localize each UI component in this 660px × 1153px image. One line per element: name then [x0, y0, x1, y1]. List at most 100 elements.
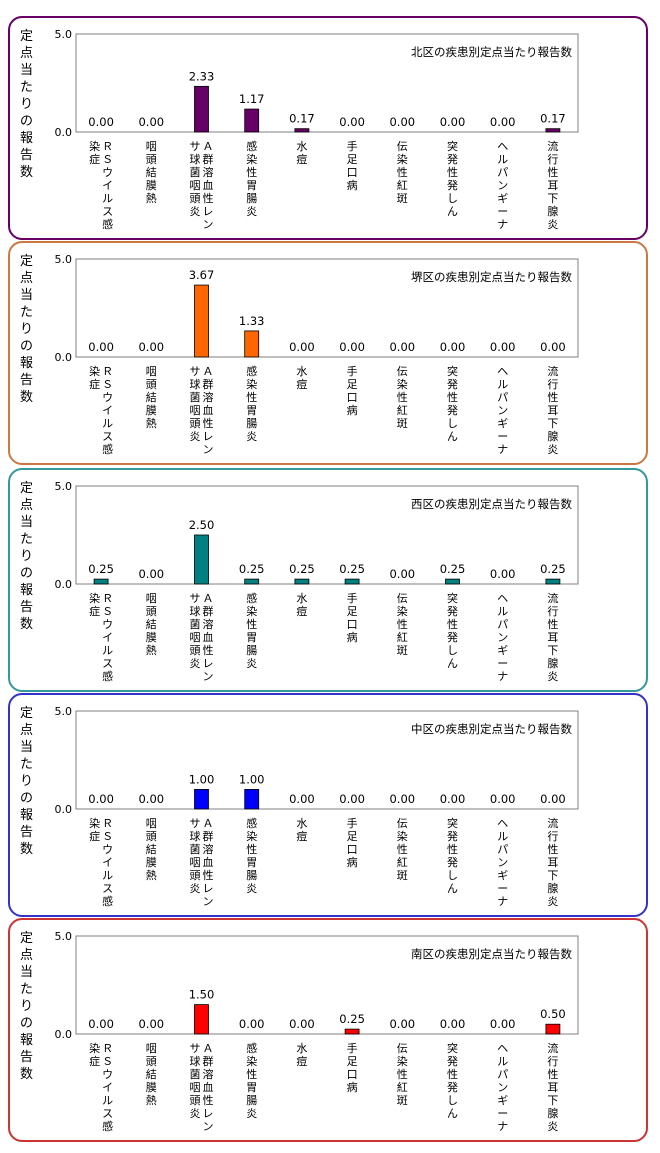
svg-text:の: の — [20, 1016, 33, 1031]
data-label: 0.00 — [440, 1017, 466, 1031]
svg-text:し: し — [447, 644, 458, 657]
svg-text:数: 数 — [20, 842, 33, 857]
svg-text:イ: イ — [102, 631, 113, 644]
svg-text:下: 下 — [547, 644, 558, 657]
svg-text:性: 性 — [447, 617, 458, 631]
svg-text:突: 突 — [447, 591, 458, 605]
bar — [244, 108, 260, 133]
svg-text:紅: 紅 — [397, 856, 408, 869]
y-tick-label: 0.0 — [55, 126, 73, 139]
svg-text:告: 告 — [20, 373, 33, 388]
svg-text:膜: 膜 — [146, 631, 157, 644]
svg-text:し: し — [447, 417, 458, 430]
svg-text:定: 定 — [20, 29, 33, 44]
svg-text:の: の — [20, 566, 33, 581]
svg-text:ン: ン — [203, 670, 214, 683]
svg-text:イ: イ — [102, 404, 113, 417]
svg-text:性: 性 — [447, 842, 458, 856]
svg-text:Ａ: Ａ — [203, 817, 214, 830]
svg-text:性: 性 — [203, 416, 214, 430]
y-tick-label: 0.0 — [55, 351, 73, 364]
bar — [294, 128, 310, 133]
data-label: 3.67 — [189, 268, 215, 282]
svg-text:水: 水 — [296, 592, 307, 605]
svg-text:感: 感 — [102, 670, 113, 683]
svg-text:溶: 溶 — [203, 390, 214, 404]
svg-text:ス: ス — [102, 657, 113, 670]
svg-text:炎: 炎 — [547, 1120, 558, 1133]
svg-text:感: 感 — [246, 365, 257, 378]
bar — [244, 330, 260, 358]
data-label: 0.00 — [389, 340, 415, 354]
svg-text:報: 報 — [20, 356, 33, 371]
svg-text:ー: ー — [497, 882, 508, 895]
svg-text:サ: サ — [190, 817, 201, 830]
svg-text:球: 球 — [190, 152, 201, 166]
svg-text:炎: 炎 — [190, 1107, 201, 1120]
data-label: 0.00 — [138, 340, 164, 354]
svg-text:ウ: ウ — [102, 1068, 113, 1081]
svg-text:突: 突 — [447, 816, 458, 830]
svg-text:性: 性 — [547, 165, 558, 179]
data-label: 0.00 — [540, 792, 566, 806]
svg-text:結: 結 — [146, 617, 157, 631]
svg-text:群: 群 — [203, 829, 214, 843]
svg-text:感: 感 — [246, 140, 257, 153]
svg-text:手: 手 — [347, 1041, 358, 1055]
data-label: 0.00 — [289, 340, 315, 354]
svg-text:ヘ: ヘ — [497, 817, 508, 830]
svg-text:レ: レ — [203, 1107, 214, 1120]
svg-text:頭: 頭 — [146, 830, 157, 843]
data-label: 0.00 — [88, 340, 114, 354]
svg-text:染: 染 — [246, 829, 257, 843]
bar — [93, 578, 109, 585]
svg-text:熱: 熱 — [146, 1094, 157, 1107]
svg-text:炎: 炎 — [246, 657, 257, 670]
svg-text:腺: 腺 — [547, 429, 558, 443]
plot-area — [75, 935, 579, 1035]
svg-text:膜: 膜 — [146, 179, 157, 192]
svg-text:定: 定 — [20, 706, 33, 721]
svg-text:ヘ: ヘ — [497, 592, 508, 605]
svg-text:炎: 炎 — [246, 882, 257, 895]
y-tick-label: 5.0 — [55, 253, 73, 266]
bar — [194, 1004, 209, 1035]
bar — [244, 578, 260, 585]
svg-text:胃: 胃 — [246, 1081, 257, 1094]
svg-text:告: 告 — [20, 825, 33, 840]
svg-text:結: 結 — [146, 165, 157, 179]
svg-text:Ｒ: Ｒ — [102, 817, 113, 830]
svg-text:腺: 腺 — [547, 881, 558, 895]
svg-text:ル: ル — [102, 417, 113, 430]
data-label: 0.25 — [339, 1012, 365, 1026]
chart-panel: 0.0 5.0 定点当たりの報告数西区の疾患別定点当たり報告数 0.25 Ｒ Ｓ ウイルス感… — [8, 468, 648, 692]
data-label: 0.25 — [440, 562, 466, 576]
svg-text:紅: 紅 — [397, 631, 408, 644]
data-label: 0.00 — [490, 340, 516, 354]
svg-text:痘: 痘 — [296, 377, 307, 391]
svg-text:手: 手 — [347, 139, 358, 153]
svg-text:の: の — [20, 791, 33, 806]
svg-text:炎: 炎 — [190, 205, 201, 218]
svg-text:紅: 紅 — [397, 179, 408, 192]
chart-title: 南区の疾患別定点当たり報告数 — [411, 947, 572, 961]
chart-panel: 0.0 5.0 定点当たりの報告数堺区の疾患別定点当たり報告数 0.00 Ｒ Ｓ ウイルス感… — [8, 241, 648, 465]
svg-text:群: 群 — [203, 604, 214, 618]
data-label: 0.00 — [138, 567, 164, 581]
svg-text:定: 定 — [20, 481, 33, 496]
svg-text:炎: 炎 — [547, 895, 558, 908]
svg-text:ン: ン — [497, 631, 508, 644]
y-tick-label: 5.0 — [55, 28, 73, 41]
svg-text:当: 当 — [20, 515, 33, 530]
chart-panel: 0.0 5.0 定点当たりの報告数中区の疾患別定点当たり報告数 0.00 Ｒ Ｓ ウイルス感… — [8, 693, 648, 917]
bar — [194, 534, 209, 585]
